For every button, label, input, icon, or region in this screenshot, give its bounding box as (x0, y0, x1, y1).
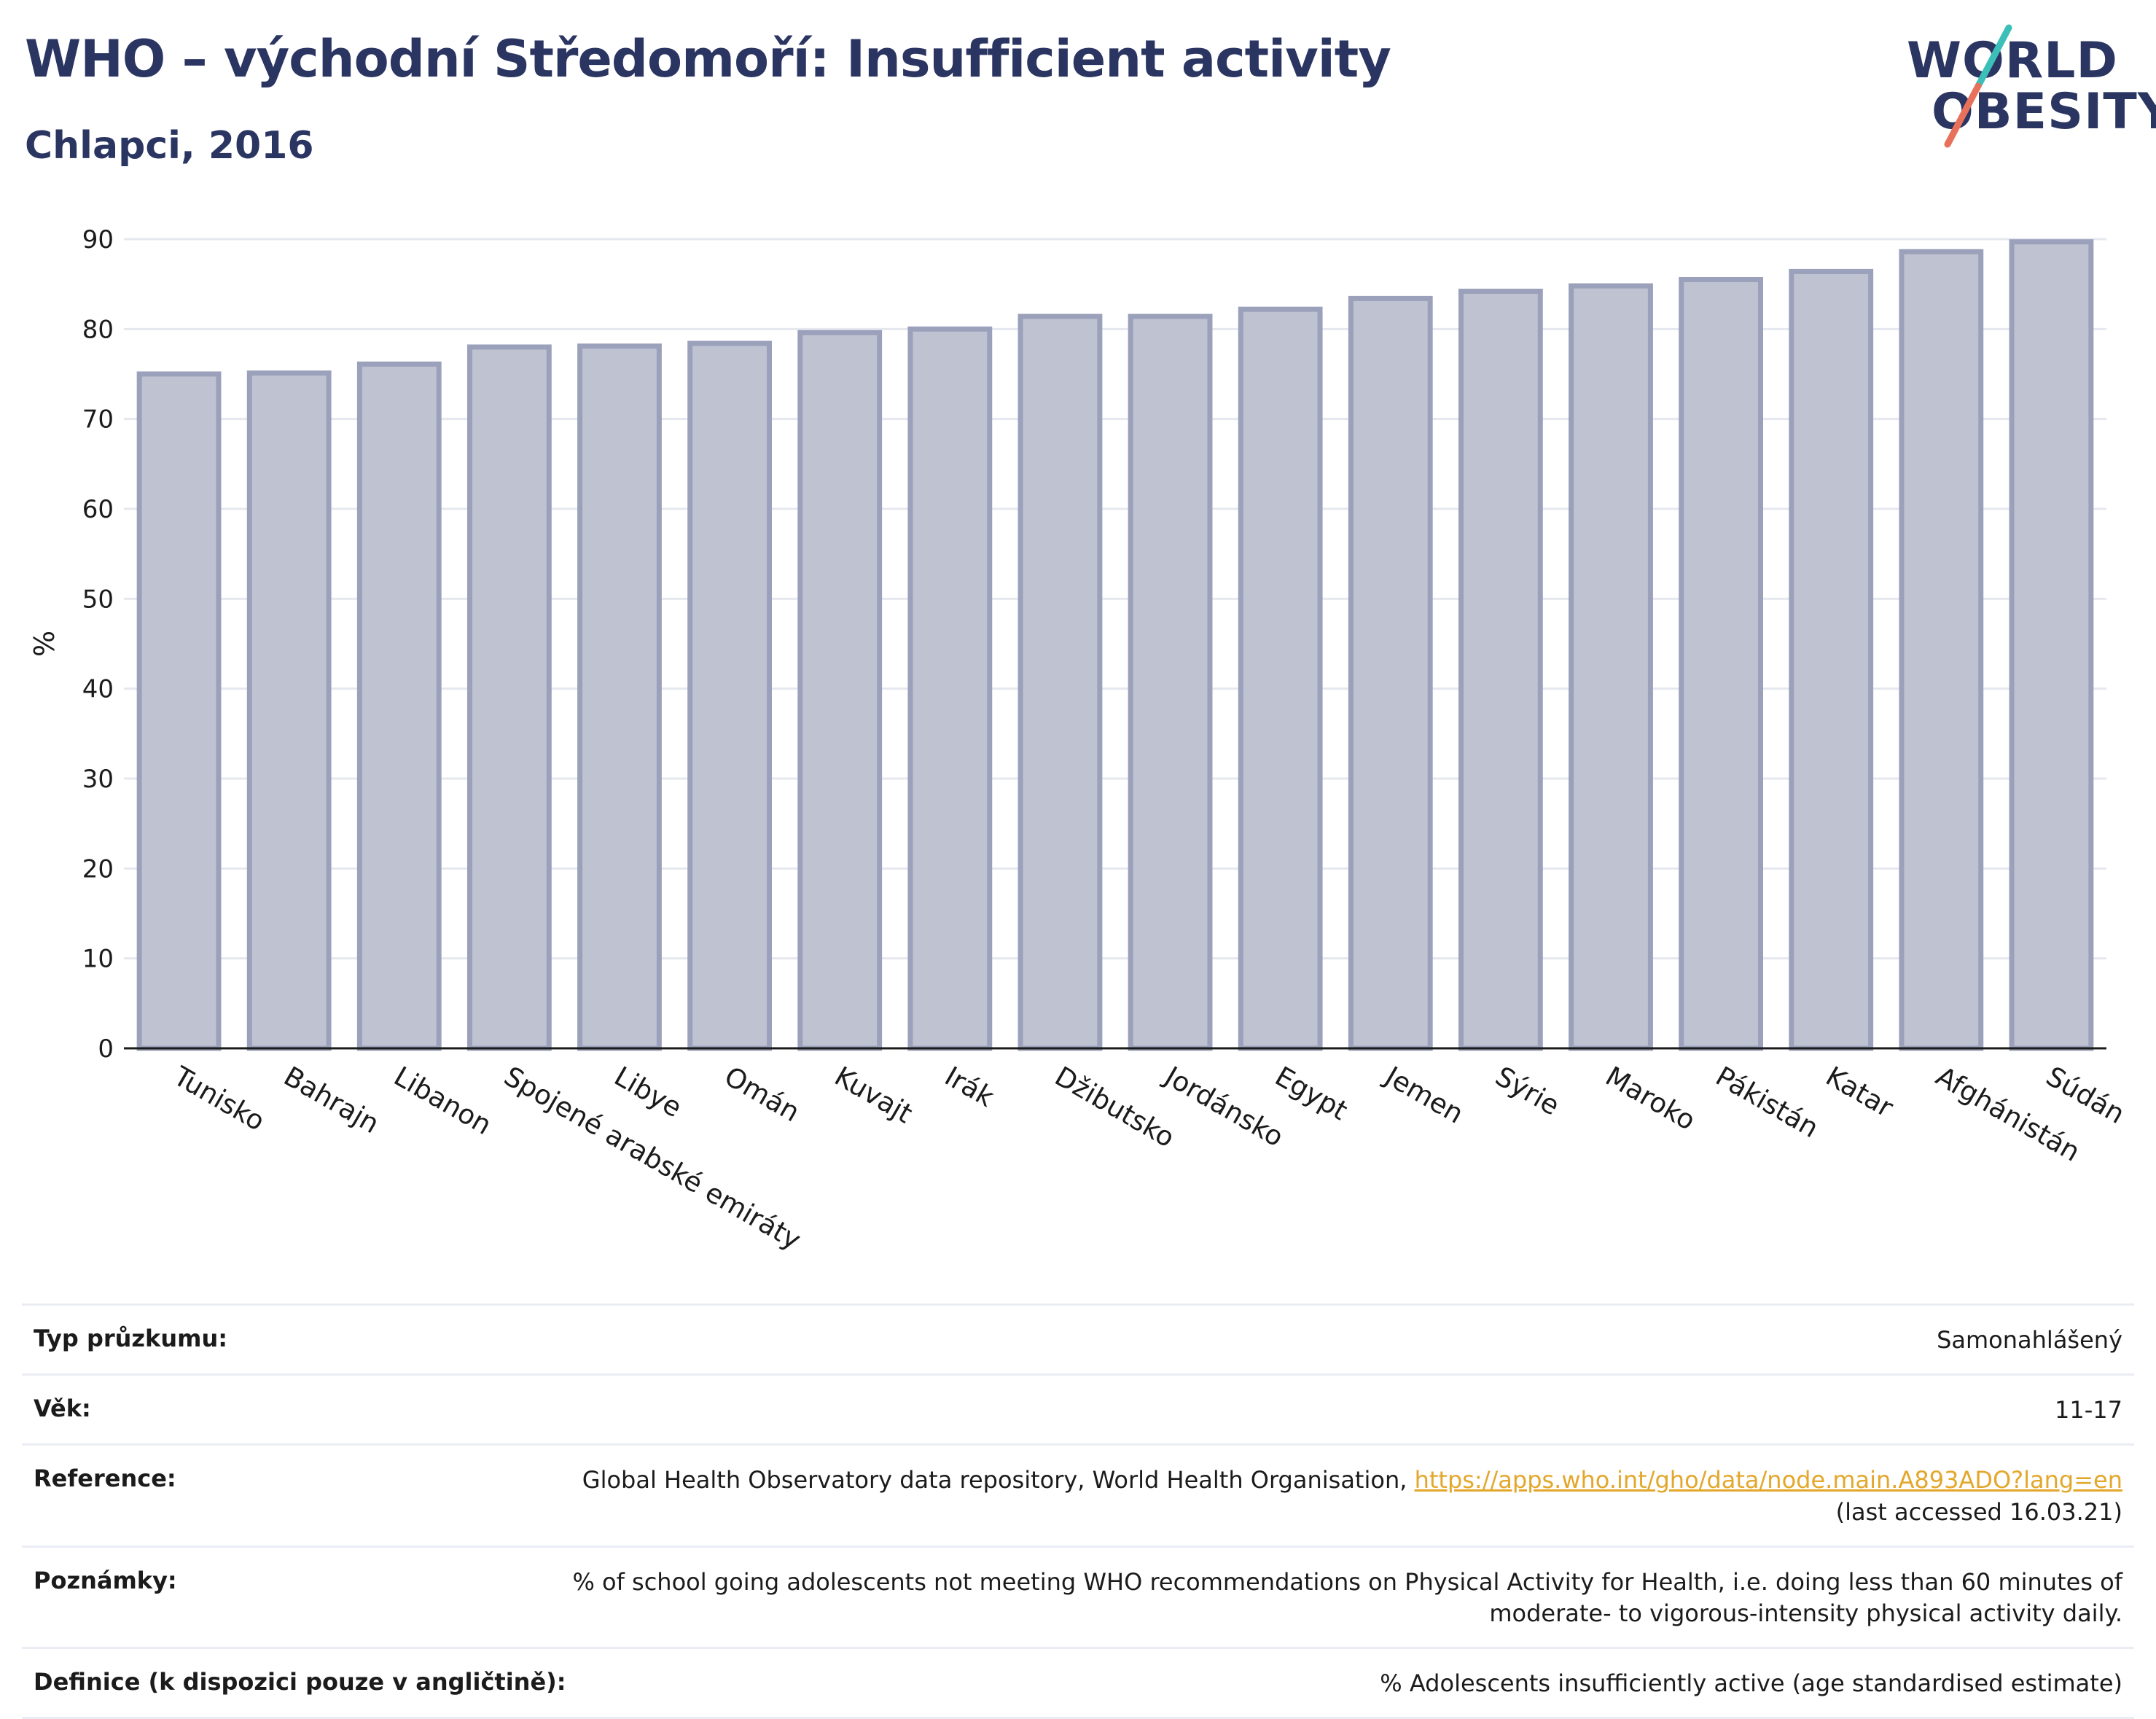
bar-chart: 0 10 20 30 40 50 60 70 80 90 Tunisko Bahrajn Libanon… (28, 225, 2130, 1256)
bar (1789, 268, 1874, 1051)
chart-subtitle: Chlapci, 2016 (25, 124, 314, 168)
y-tick-label: 20 (82, 854, 114, 884)
x-tick-label: Pákistán (1711, 1061, 1824, 1145)
x-tick-label: Sýrie (1490, 1061, 1565, 1122)
x-tick-label: Maroko (1601, 1061, 1701, 1137)
info-label: Reference: (34, 1465, 176, 1493)
reference-accessed: (last accessed 16.03.21) (1835, 1497, 2122, 1526)
info-label: Poznámky: (34, 1566, 177, 1594)
bar-series (136, 239, 2094, 1051)
info-row-reference: Reference: Global Health Observatory dat… (22, 1443, 2134, 1545)
bar (1569, 283, 1653, 1051)
y-tick-label: 10 (82, 945, 114, 974)
y-tick-label: 70 (82, 405, 114, 434)
y-tick-label: 80 (82, 315, 114, 344)
x-tick-label: Egypt (1270, 1061, 1353, 1127)
bar (246, 370, 332, 1051)
bar (2009, 239, 2094, 1051)
x-tick-label: Libye (609, 1061, 687, 1124)
x-tick-label: Tunisko (168, 1060, 270, 1137)
info-label: Věk: (34, 1395, 91, 1423)
y-tick-label: 40 (82, 675, 114, 704)
bar (466, 344, 552, 1051)
x-tick-label: Kuvajt (829, 1061, 918, 1130)
x-tick-label: Džibutsko (1050, 1061, 1180, 1154)
x-tick-label: Irák (940, 1061, 1000, 1114)
bar (1128, 313, 1213, 1051)
logo-word-obesity: OBESITY (1932, 83, 2156, 141)
bar (1238, 306, 1323, 1051)
y-tick-label: 30 (82, 765, 114, 794)
x-tick-label: Súdán (2041, 1061, 2130, 1131)
info-row-notes: Poznámky: % of school going adolescents … (22, 1545, 2134, 1647)
x-tick-label: Jordánsko (1158, 1060, 1289, 1153)
info-value: % Adolescents insufficiently active (age… (1380, 1669, 2122, 1698)
bar (356, 361, 442, 1051)
y-tick-label: 60 (82, 495, 114, 524)
bar (1899, 249, 1984, 1051)
info-value: % of school going adolescents not meetin… (572, 1567, 2122, 1627)
info-value: 11-17 (2055, 1396, 2122, 1424)
reference-link[interactable]: https://apps.who.int/gho/data/node.main.… (1414, 1466, 2122, 1494)
grid-lines (124, 238, 2106, 960)
bar (797, 330, 883, 1051)
info-row-age: Věk: 11-17 (22, 1373, 2134, 1443)
bar (1348, 295, 1433, 1051)
reference-text: Global Health Observatory data repositor… (582, 1466, 1415, 1494)
y-tick-label: 0 (98, 1034, 114, 1064)
info-label: Definice (k dispozici pouze v angličtině… (34, 1668, 566, 1696)
info-value: Samonahlášený (1937, 1326, 2122, 1354)
x-tick-label: Katar (1821, 1061, 1899, 1124)
bar (1018, 313, 1103, 1051)
bar (577, 343, 662, 1051)
info-value: Global Health Observatory data repositor… (582, 1465, 2122, 1527)
world-obesity-logo: WORLD OBESITY (1902, 22, 2156, 153)
y-tick-label: 90 (82, 225, 114, 254)
info-label: Typ průzkumu: (34, 1325, 228, 1352)
bar (687, 340, 773, 1051)
info-row-survey-type: Typ průzkumu: Samonahlášený (22, 1303, 2134, 1373)
x-tick-label: Bahrajn (278, 1061, 384, 1140)
bar (1458, 289, 1543, 1051)
x-tick-label: Omán (719, 1061, 805, 1129)
x-tick-label: Jemen (1379, 1060, 1469, 1130)
x-tick-label: Libanon (388, 1061, 496, 1142)
logo-word-world: WORLD (1907, 32, 2118, 90)
info-row-definition: Definice (k dispozici pouze v angličtině… (22, 1647, 2134, 1719)
y-tick-label: 50 (82, 585, 114, 614)
bar (136, 371, 222, 1051)
info-table: Typ průzkumu: Samonahlášený Věk: 11-17 R… (22, 1303, 2134, 1719)
y-axis-label: % (28, 631, 60, 657)
bar (1679, 277, 1764, 1051)
chart-title: WHO – východní Středomoří: Insufficient … (25, 29, 1391, 89)
logo-slash-icon (1944, 24, 2012, 148)
bar (907, 326, 993, 1051)
